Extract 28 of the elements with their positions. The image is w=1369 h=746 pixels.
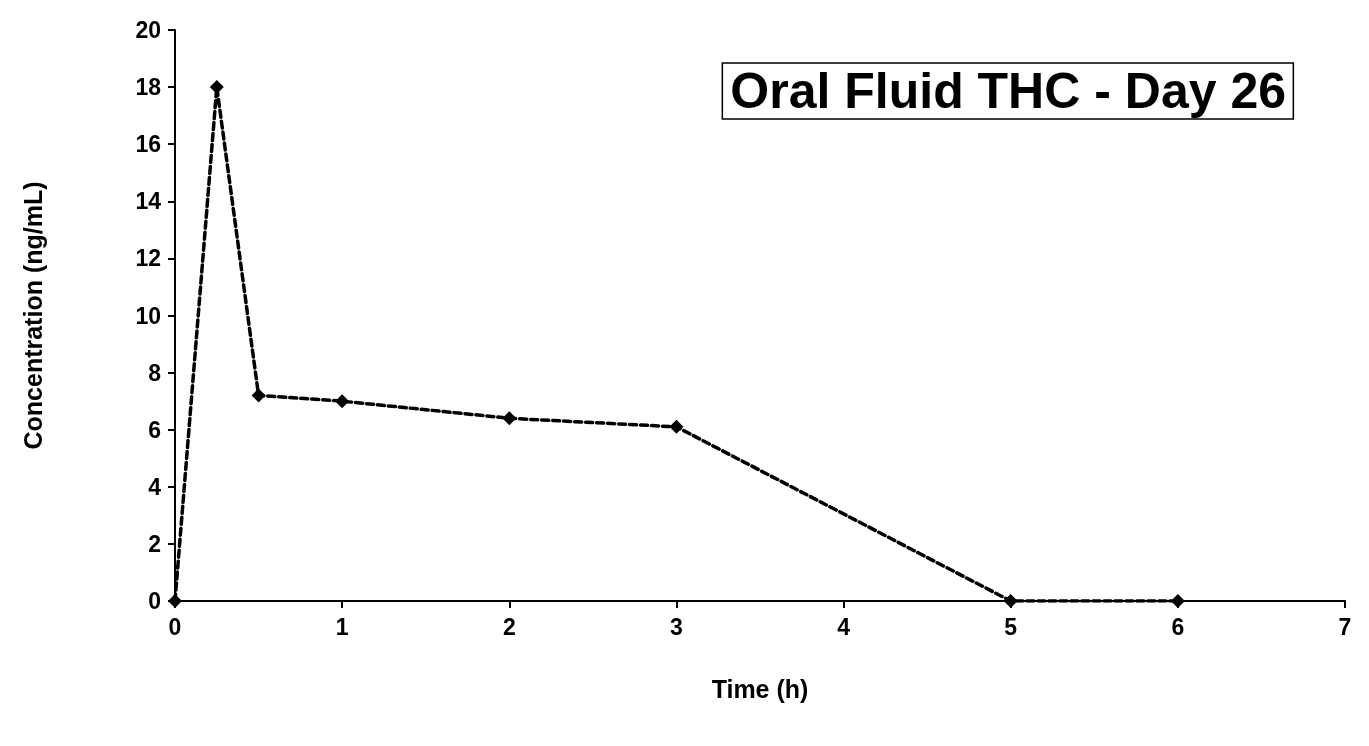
- point: [1003, 594, 1018, 608]
- text: Oral Fluid THC - Day 26: [730, 63, 1287, 119]
- y-tick-label: 16: [135, 131, 161, 158]
- y-tick-label: 18: [135, 74, 162, 101]
- x-tick-label: 7: [1338, 613, 1352, 640]
- y-tick-label: 4: [148, 473, 162, 500]
- x-tick-label: 2: [502, 613, 516, 640]
- y-tick-label: 6: [148, 416, 161, 443]
- y-tick-label: 2: [148, 530, 161, 557]
- x-tick-label: 4: [837, 613, 851, 640]
- point: [335, 394, 350, 409]
- y-tick-label: 20: [135, 17, 161, 43]
- y-axis-title: Concentration (ng/mL): [18, 181, 47, 450]
- x-axis-title: Time (h): [711, 674, 809, 703]
- point: [1170, 594, 1185, 608]
- x-tick-label: 3: [670, 613, 683, 640]
- x-tick-label: 0: [168, 613, 182, 640]
- point: [669, 419, 684, 434]
- y-tick-label: 8: [148, 359, 162, 386]
- point: [502, 411, 517, 426]
- point: [251, 388, 266, 403]
- y-tick-label: 10: [135, 302, 161, 329]
- x-tick-label: 1: [335, 613, 349, 640]
- y-tick-label: 12: [135, 245, 161, 272]
- y-tick-label: 0: [148, 588, 161, 614]
- x-tick-label: 6: [1171, 613, 1185, 640]
- y-tick-label: 14: [135, 188, 162, 215]
- x-tick-label: 5: [1004, 613, 1018, 640]
